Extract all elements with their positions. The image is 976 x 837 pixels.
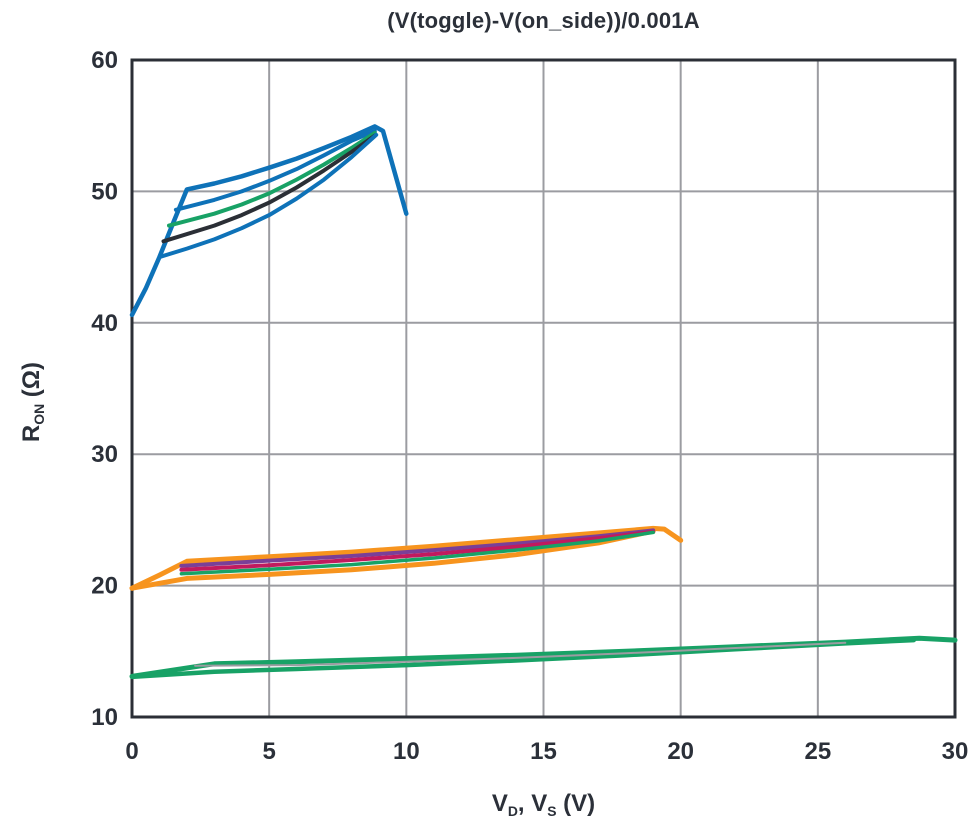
y-tick-label-20: 20 xyxy=(91,573,118,600)
y-axis-label-part: (Ω) xyxy=(18,361,45,404)
plot-frame xyxy=(130,58,957,719)
series-cluster2-teal xyxy=(179,530,655,576)
x-axis-label-part: S xyxy=(547,802,557,819)
series-cluster2-orange-upper-loop xyxy=(129,525,684,591)
y-tick-label-10: 10 xyxy=(91,704,118,731)
x-tick-label-20: 20 xyxy=(667,738,694,765)
x-tick-label-15: 15 xyxy=(530,738,557,765)
x-axis-label-part: (V) xyxy=(556,790,596,817)
x-tick-label-30: 30 xyxy=(942,738,969,765)
y-tick-label-60: 60 xyxy=(91,47,118,74)
series-cluster1-blue-inner-upper xyxy=(173,129,377,212)
x-tick-label-25: 25 xyxy=(804,738,831,765)
y-tick-label-30: 30 xyxy=(91,441,118,468)
x-axis-label-part: , V xyxy=(517,790,548,817)
chart-title: (V(toggle)-V(on_side))/0.001A xyxy=(387,8,700,33)
series-cluster1-black xyxy=(161,133,377,244)
x-tick-label-10: 10 xyxy=(393,738,420,765)
series-cluster1-green xyxy=(167,130,377,228)
y-axis-label: RON (Ω) xyxy=(18,282,47,522)
y-tick-label-50: 50 xyxy=(91,178,118,205)
series-cluster3-gray-inner xyxy=(194,641,847,667)
y-axis-label-part: R xyxy=(18,424,45,443)
x-axis-label: VD, VS (V) xyxy=(132,790,955,819)
series-cluster1-blue-inner-lower xyxy=(157,132,379,260)
y-axis-label-part: ON xyxy=(30,403,47,425)
x-axis-label-part: V xyxy=(491,790,508,817)
x-tick-label-0: 0 xyxy=(125,738,138,765)
series-cluster2-orange-lower xyxy=(129,528,656,591)
series-cluster2-crimson xyxy=(179,529,656,572)
y-tick-label-40: 40 xyxy=(91,310,118,337)
x-tick-label-5: 5 xyxy=(262,738,275,765)
x-axis-label-part: D xyxy=(507,802,518,819)
series-cluster1-blue-outer-loop xyxy=(129,124,409,318)
